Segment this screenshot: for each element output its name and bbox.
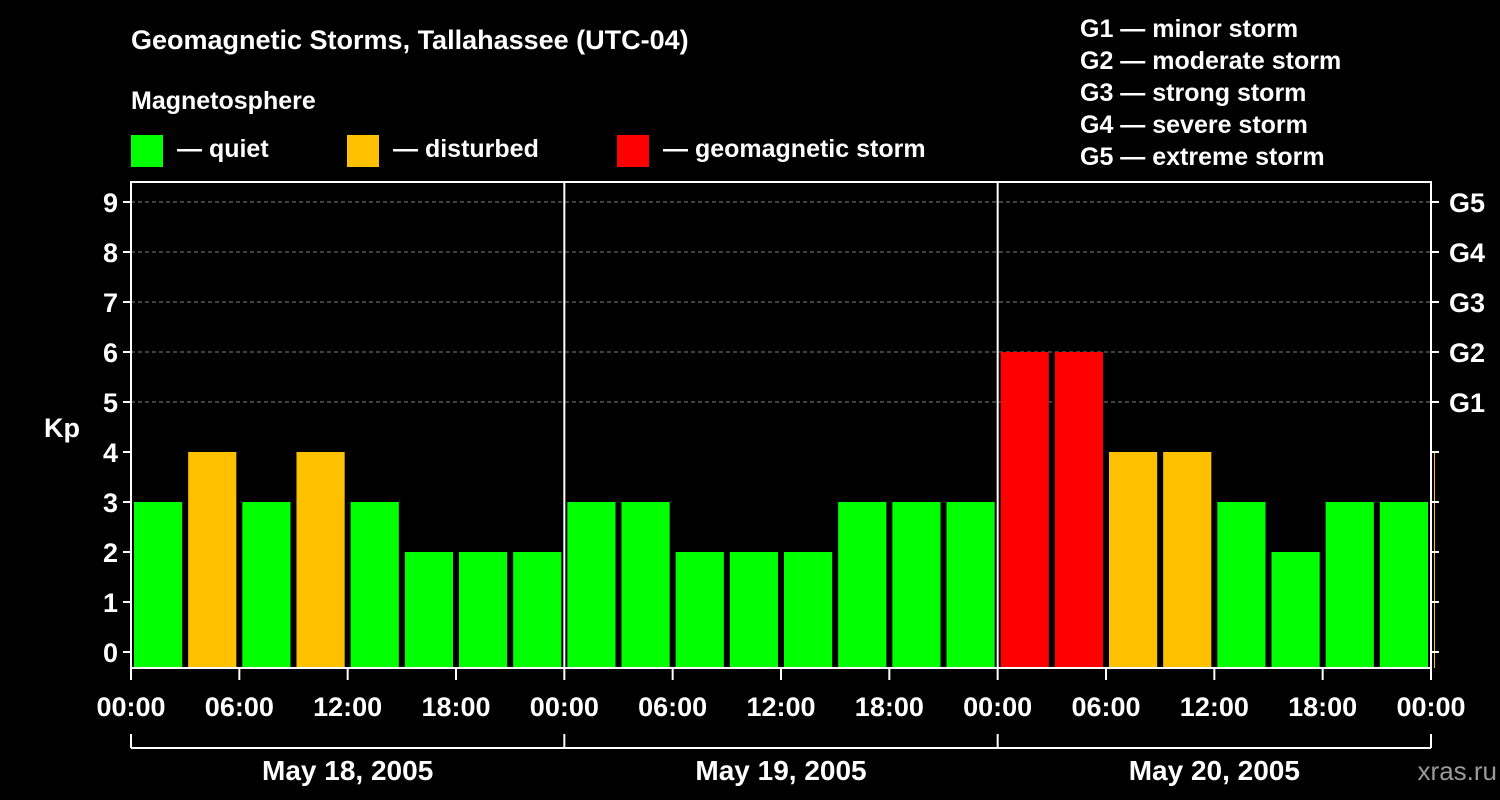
kp-bar	[675, 552, 724, 668]
y-tick-label: 2	[103, 538, 118, 568]
x-tick-label: 06:00	[638, 692, 707, 722]
legend-label-disturbed: — disturbed	[393, 135, 539, 163]
x-tick-label: 18:00	[1288, 692, 1357, 722]
y-tick-label: 3	[103, 488, 118, 518]
axes	[123, 181, 1439, 749]
x-tick-label: 18:00	[855, 692, 924, 722]
y-tick-label: 6	[103, 338, 118, 368]
chart-title: Geomagnetic Storms, Tallahassee (UTC-04)	[131, 25, 689, 55]
g-scale-label: G5	[1449, 188, 1485, 218]
x-tick-label: 12:00	[746, 692, 815, 722]
credit-label: xras.ru	[1418, 756, 1497, 786]
y-axis-label: Kp	[44, 413, 80, 443]
axis-labels: 0 1 2 3 4 5 6 7 8 9 G1 G2 G3 G4 G5 00:00 06:00 12:00 18:00…	[96, 188, 1485, 786]
kp-bar	[1325, 502, 1374, 668]
kp-bar	[1054, 352, 1103, 668]
x-tick-label: 18:00	[421, 692, 490, 722]
g-scale-label: G1	[1449, 388, 1485, 418]
kp-bar	[621, 502, 670, 668]
kp-bar	[784, 552, 833, 668]
kp-bar	[1000, 352, 1049, 668]
y-tick-label: 8	[103, 238, 118, 268]
kp-bar	[296, 452, 345, 668]
storm-scale-g5: G5 — extreme storm	[1080, 143, 1325, 171]
y-tick-label: 4	[103, 438, 118, 468]
x-tick-label: 00:00	[1396, 692, 1465, 722]
g-scale-label: G2	[1449, 338, 1485, 368]
magnetosphere-label: Magnetosphere	[131, 87, 316, 115]
storm-scale-g2: G2 — moderate storm	[1080, 47, 1341, 75]
y-tick-label: 0	[103, 638, 118, 668]
kp-bar	[513, 552, 562, 668]
day-label: May 20, 2005	[1129, 755, 1300, 786]
legend-label-storm: — geomagnetic storm	[663, 135, 926, 163]
g-scale-label: G4	[1449, 238, 1485, 268]
day-label: May 18, 2005	[262, 755, 433, 786]
kp-bar	[1271, 552, 1320, 668]
kp-bar	[1217, 502, 1266, 668]
kp-bar	[459, 552, 508, 668]
kp-bar	[404, 552, 453, 668]
kp-bar	[242, 502, 291, 668]
bars	[134, 352, 1435, 668]
y-tick-label: 5	[103, 388, 118, 418]
legend-swatch-storm	[617, 135, 649, 167]
kp-bar	[946, 502, 995, 668]
g-scale-label: G3	[1449, 288, 1485, 318]
kp-bar	[729, 552, 778, 668]
y-tick-label: 7	[103, 288, 118, 318]
kp-bar	[838, 502, 887, 668]
storm-scale-g1: G1 — minor storm	[1080, 15, 1298, 43]
legend-label-quiet: — quiet	[177, 135, 269, 163]
x-tick-label: 12:00	[313, 692, 382, 722]
legend-swatch-quiet	[131, 135, 163, 167]
kp-bar	[1163, 452, 1212, 668]
x-tick-label: 00:00	[963, 692, 1032, 722]
storm-scale-legend: G1 — minor storm G2 — moderate storm G3 …	[1080, 15, 1341, 171]
kp-bar	[892, 502, 941, 668]
x-tick-label: 00:00	[530, 692, 599, 722]
kp-bar	[350, 502, 399, 668]
legend-swatch-disturbed	[347, 135, 379, 167]
storm-scale-g3: G3 — strong storm	[1080, 79, 1306, 107]
storm-scale-g4: G4 — severe storm	[1080, 111, 1308, 139]
kp-bar	[188, 452, 237, 668]
day-label: May 19, 2005	[695, 755, 866, 786]
x-tick-label: 06:00	[1071, 692, 1140, 722]
kp-bar	[134, 502, 183, 668]
x-tick-label: 00:00	[96, 692, 165, 722]
x-tick-label: 06:00	[205, 692, 274, 722]
grid-lines	[131, 201, 1431, 403]
legend: — quiet — disturbed — geomagnetic storm	[131, 135, 926, 167]
y-tick-label: 9	[103, 188, 118, 218]
kp-bar	[567, 502, 616, 668]
kp-bar	[1109, 452, 1158, 668]
x-tick-label: 12:00	[1180, 692, 1249, 722]
y-tick-label: 1	[103, 588, 118, 618]
kp-bar	[1379, 502, 1428, 668]
kp-bar	[1434, 452, 1435, 668]
